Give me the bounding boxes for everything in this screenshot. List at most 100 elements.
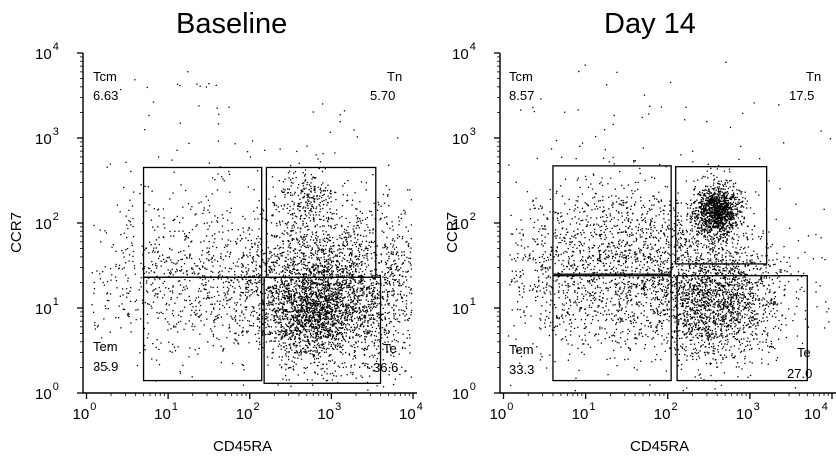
scatter-event bbox=[210, 258, 212, 261]
scatter-event bbox=[312, 239, 315, 241]
scatter-event bbox=[119, 295, 121, 297]
scatter-event bbox=[390, 362, 392, 364]
scatter-event bbox=[373, 251, 375, 254]
scatter-event bbox=[275, 287, 277, 290]
scatter-event bbox=[184, 306, 186, 308]
scatter-event bbox=[176, 270, 178, 272]
scatter-event bbox=[141, 245, 143, 247]
scatter-event bbox=[242, 364, 245, 366]
scatter-event bbox=[266, 318, 268, 320]
scatter-event bbox=[248, 295, 251, 297]
scatter-event bbox=[190, 208, 192, 210]
scatter-event bbox=[289, 318, 291, 320]
scatter-event bbox=[271, 332, 273, 334]
scatter-event bbox=[310, 191, 312, 193]
scatter-event bbox=[293, 316, 295, 318]
scatter-event bbox=[100, 241, 102, 243]
scatter-event bbox=[394, 378, 396, 380]
scatter-event bbox=[309, 319, 311, 321]
scatter-event bbox=[336, 279, 339, 281]
scatter-event bbox=[268, 301, 270, 304]
scatter-event bbox=[328, 250, 330, 252]
scatter-event bbox=[323, 291, 325, 293]
scatter-event bbox=[365, 329, 367, 331]
scatter-event bbox=[289, 257, 292, 259]
scatter-event bbox=[307, 295, 309, 297]
scatter-event bbox=[328, 343, 330, 345]
scatter-event bbox=[162, 254, 164, 256]
scatter-event bbox=[184, 233, 186, 235]
scatter-event bbox=[364, 254, 366, 256]
scatter-event bbox=[282, 303, 284, 305]
scatter-event bbox=[247, 291, 249, 294]
scatter-event bbox=[281, 293, 284, 295]
scatter-event bbox=[244, 218, 246, 220]
scatter-event bbox=[342, 194, 344, 196]
scatter-event bbox=[202, 274, 204, 277]
scatter-event bbox=[368, 292, 370, 294]
scatter-event bbox=[283, 330, 285, 332]
scatter-event bbox=[338, 312, 340, 315]
scatter-event bbox=[410, 247, 412, 249]
scatter-event bbox=[382, 297, 384, 299]
scatter-event bbox=[123, 267, 125, 269]
scatter-event bbox=[329, 283, 331, 285]
scatter-event bbox=[276, 309, 278, 311]
scatter-event bbox=[325, 252, 327, 254]
scatter-event bbox=[309, 279, 311, 281]
scatter-event bbox=[309, 210, 311, 212]
scatter-event bbox=[349, 306, 352, 308]
scatter-event bbox=[290, 293, 292, 295]
scatter-event bbox=[410, 199, 412, 201]
scatter-event bbox=[337, 316, 339, 318]
scatter-event bbox=[287, 318, 289, 321]
scatter-event bbox=[281, 315, 284, 317]
scatter-event bbox=[207, 251, 210, 253]
scatter-event bbox=[129, 221, 131, 223]
scatter-event bbox=[246, 288, 248, 290]
scatter-event bbox=[261, 332, 264, 334]
scatter-event bbox=[316, 285, 318, 287]
scatter-event bbox=[191, 376, 193, 378]
scatter-event bbox=[293, 261, 295, 263]
scatter-event bbox=[300, 236, 302, 238]
scatter-event bbox=[213, 279, 215, 281]
scatter-event bbox=[337, 305, 339, 307]
scatter-event bbox=[302, 279, 305, 281]
scatter-event bbox=[272, 214, 274, 216]
scatter-event bbox=[206, 318, 208, 320]
scatter-event bbox=[182, 230, 184, 232]
scatter-event bbox=[286, 310, 289, 313]
scatter-event bbox=[267, 313, 269, 315]
scatter-event bbox=[331, 277, 333, 279]
scatter-event bbox=[273, 203, 276, 205]
scatter-event bbox=[315, 206, 318, 208]
scatter-event bbox=[306, 295, 308, 297]
scatter-event bbox=[339, 282, 341, 284]
scatter-event bbox=[212, 271, 214, 273]
scatter-event bbox=[218, 294, 220, 296]
scatter-event bbox=[207, 228, 209, 230]
scatter-event bbox=[355, 334, 357, 336]
scatter-event bbox=[315, 177, 317, 179]
scatter-event bbox=[386, 223, 388, 225]
scatter-event bbox=[341, 260, 343, 262]
scatter-event bbox=[360, 234, 362, 237]
scatter-event bbox=[348, 309, 351, 311]
scatter-event bbox=[376, 339, 379, 341]
scatter-event bbox=[382, 193, 385, 196]
scatter-event bbox=[165, 260, 167, 262]
scatter-event bbox=[306, 305, 308, 308]
scatter-event bbox=[127, 227, 129, 230]
scatter-event bbox=[315, 208, 317, 210]
scatter-event bbox=[351, 306, 354, 308]
scatter-event bbox=[236, 238, 239, 240]
scatter-event bbox=[303, 340, 305, 342]
scatter-event bbox=[208, 297, 210, 299]
scatter-event bbox=[317, 267, 319, 269]
scatter-event bbox=[307, 302, 310, 305]
scatter-event bbox=[203, 240, 205, 242]
scatter-event bbox=[370, 273, 372, 275]
scatter-event bbox=[393, 315, 395, 317]
scatter-event bbox=[278, 211, 280, 213]
